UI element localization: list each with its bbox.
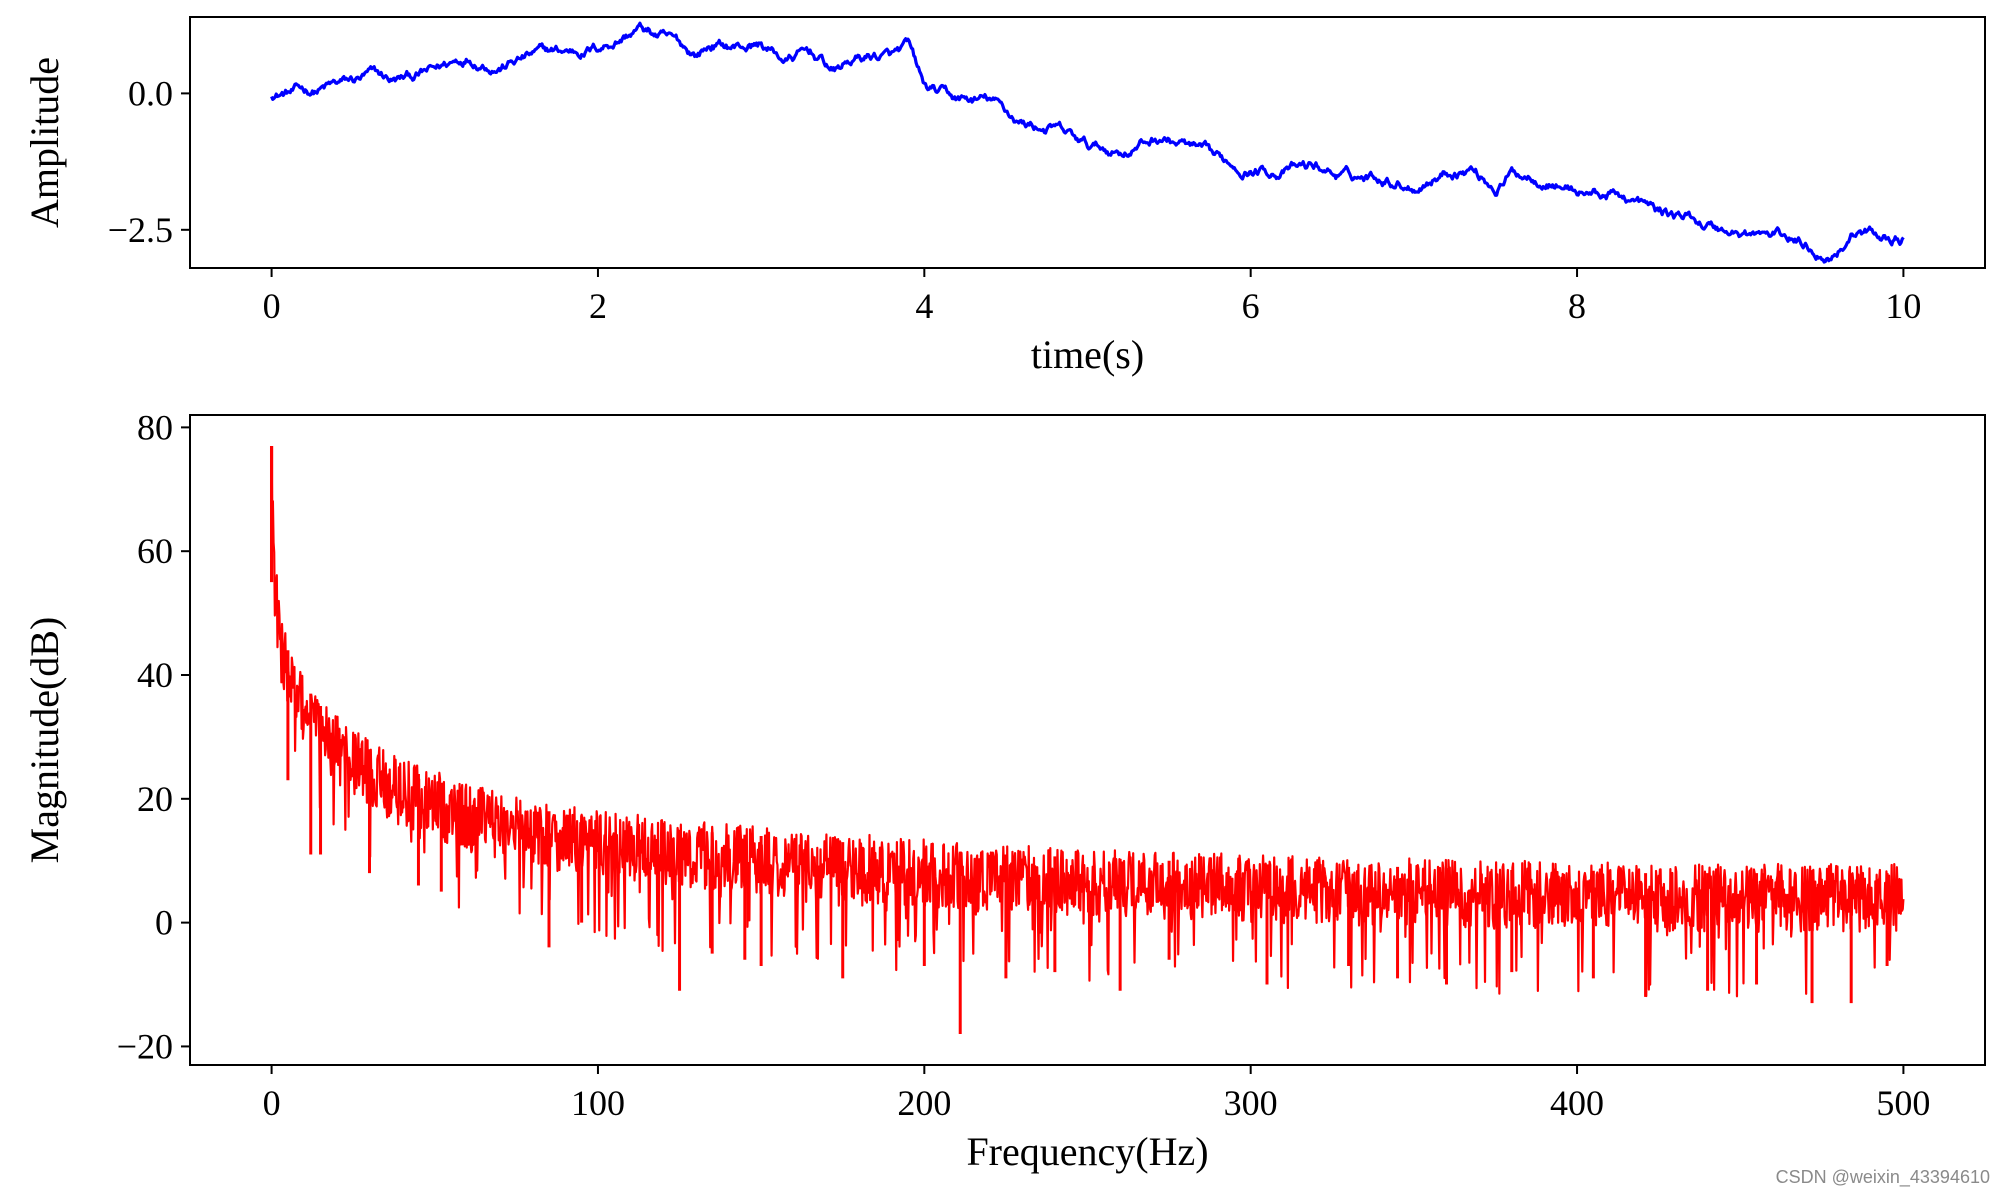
x-tick-label: 2 xyxy=(589,286,607,326)
x-tick-label: 6 xyxy=(1242,286,1260,326)
frequency-domain-x-axis-label: Frequency(Hz) xyxy=(966,1129,1208,1174)
time-domain-x-ticks: 0 2 4 6 8 10 xyxy=(263,268,1921,326)
y-tick-label: −2.5 xyxy=(108,210,173,250)
frequency-domain-plot-area xyxy=(269,445,1905,1035)
frequency-domain-plot-frame xyxy=(189,414,1986,1066)
time-domain-x-axis-label: time(s) xyxy=(1031,332,1144,377)
x-tick-label: 0 xyxy=(263,286,281,326)
x-tick-label: 8 xyxy=(1568,286,1586,326)
x-tick-label: 200 xyxy=(897,1083,951,1123)
x-tick-label: 300 xyxy=(1224,1083,1278,1123)
x-tick-label: 4 xyxy=(915,286,933,326)
amplitude-series-line xyxy=(270,21,1905,264)
y-tick-label: 80 xyxy=(137,407,173,447)
y-tick-label: 0 xyxy=(155,903,173,943)
y-tick-label: 0.0 xyxy=(128,73,173,113)
time-domain-plot: 0 2 4 6 8 10 0.0 −2.5 time(s) Amplitude xyxy=(22,16,1986,377)
x-tick-label: 400 xyxy=(1550,1083,1604,1123)
frequency-domain-x-ticks: 0 100 200 300 400 500 xyxy=(263,1065,1930,1123)
frequency-domain-y-axis-label: Magnitude(dB) xyxy=(22,617,67,864)
x-tick-label: 500 xyxy=(1876,1083,1930,1123)
x-tick-label: 100 xyxy=(571,1083,625,1123)
y-tick-label: −20 xyxy=(117,1026,173,1066)
frequency-domain-y-ticks: 80 60 40 20 0 −20 xyxy=(117,407,190,1066)
time-domain-plot-area xyxy=(270,21,1905,264)
y-tick-label: 40 xyxy=(137,655,173,695)
time-domain-plot-frame xyxy=(189,16,1986,269)
magnitude-series-line xyxy=(270,445,1905,998)
watermark-text: CSDN @weixin_43394610 xyxy=(1775,1167,1990,1187)
time-domain-y-ticks: 0.0 −2.5 xyxy=(108,73,190,250)
x-tick-label: 10 xyxy=(1885,286,1921,326)
x-tick-label: 0 xyxy=(263,1083,281,1123)
y-tick-label: 60 xyxy=(137,531,173,571)
time-domain-y-axis-label: Amplitude xyxy=(22,57,67,228)
y-tick-label: 20 xyxy=(137,779,173,819)
